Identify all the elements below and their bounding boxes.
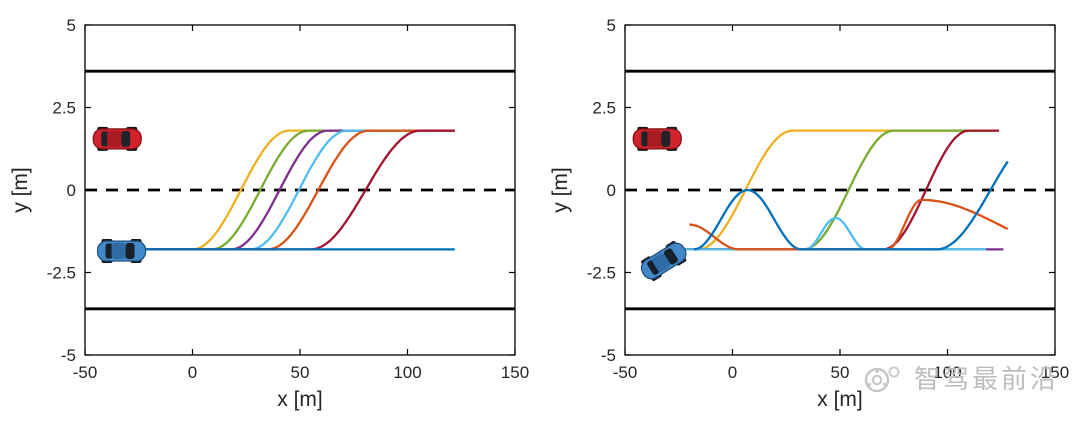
y-axis-label: y [m] [549,167,572,213]
trajectory-lane-change-t5 [128,129,455,251]
x-tick-label: -50 [613,363,638,382]
y-tick-label: 0 [607,181,616,200]
x-axis-label: x [m] [277,388,323,411]
red-car-icon [92,126,142,151]
left-plot: -50 0 50 100 150 -5 -2.5 0 2.5 5 x [m] y [m] [9,16,529,411]
x-tick-label: -50 [73,363,98,382]
y-tick-label: -5 [601,346,616,365]
car-rear-window [101,131,109,147]
trajectory-lane-change-t6 [128,129,455,251]
car-windshield [121,130,131,147]
y-tick-label: 2.5 [52,99,76,118]
red-car-icon [632,126,682,151]
watermark: 智驾最前沿 [862,362,1059,396]
left-plot-svg: -50 0 50 100 150 -5 -2.5 0 2.5 5 x [m] y [m] [9,16,529,411]
watermark-text: 智驾最前沿 [914,364,1060,394]
y-tick-label: 5 [607,16,616,35]
car-rear-window [105,243,113,259]
trajectory-complete-mid [685,129,995,251]
x-tick-label: 0 [728,363,737,382]
right-plot: -50 0 50 100 150 -5 -2.5 0 2.5 5 x [m] y [m] [540,0,1080,432]
y-tick-label: 5 [67,16,76,35]
y-tick-label: 0 [67,181,76,200]
blue-car-icon [96,239,147,264]
right-plot-svg: -50 0 50 100 150 -5 -2.5 0 2.5 5 x [m] y [m] [549,16,1069,411]
car-roof [111,243,126,260]
trajectory-lane-change-t2 [128,129,455,251]
y-axis-label: y [m] [9,167,32,213]
x-tick-label: 50 [831,363,850,382]
trajectory-abort-then-retry [693,160,1009,251]
x-tick-label: 100 [393,363,421,382]
x-tick-label: 50 [291,363,310,382]
x-axis-label: x [m] [817,388,863,411]
car-roof [652,253,671,272]
car-rear-window [647,260,660,275]
x-tick-label: 100 [933,363,961,382]
car-roof [107,130,122,147]
x-tick-label: 0 [188,363,197,382]
y-tick-label: -2.5 [47,264,76,283]
car-windshield [663,248,678,265]
trajectory-lane-change-t1 [128,129,455,251]
car-roof [647,130,662,147]
car-windshield [125,243,135,260]
car-windshield [661,130,671,147]
watermark-logo-icon [864,366,900,393]
y-tick-label: 2.5 [592,99,616,118]
blue-car-icon [640,240,687,281]
x-tick-label: 150 [1041,363,1069,382]
x-tick-label: 150 [501,363,529,382]
trajectory-lane-change-t4 [128,129,455,251]
car-rear-window [641,131,649,147]
trajectory-abort-small [685,216,987,251]
y-tick-label: -5 [61,346,76,365]
trajectory-lane-change-t3 [128,129,455,251]
y-tick-label: -2.5 [587,264,616,283]
